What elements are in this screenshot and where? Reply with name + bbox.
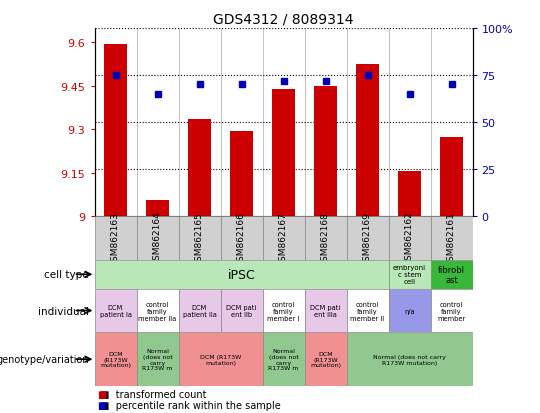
Bar bbox=[388, 289, 430, 332]
Text: ■  transformed count: ■ transformed count bbox=[94, 389, 207, 399]
Bar bbox=[398, 172, 421, 217]
Title: GDS4312 / 8089314: GDS4312 / 8089314 bbox=[213, 12, 354, 26]
Text: iPSC: iPSC bbox=[228, 268, 255, 281]
Text: fibrobl
ast: fibrobl ast bbox=[438, 265, 465, 284]
Bar bbox=[347, 332, 472, 386]
Bar bbox=[179, 332, 262, 386]
Text: DCM pati
ent IIb: DCM pati ent IIb bbox=[226, 304, 256, 317]
Text: DCM
patient Ia: DCM patient Ia bbox=[99, 304, 132, 317]
Bar bbox=[272, 90, 295, 217]
Bar bbox=[230, 131, 253, 217]
Text: n/a: n/a bbox=[404, 308, 415, 314]
Bar bbox=[262, 217, 305, 260]
Text: GSM862168: GSM862168 bbox=[321, 211, 330, 266]
Text: GSM862162: GSM862162 bbox=[405, 211, 414, 266]
Text: GSM862166: GSM862166 bbox=[237, 211, 246, 266]
Text: DCM
(R173W
mutation): DCM (R173W mutation) bbox=[100, 351, 131, 368]
Bar bbox=[347, 217, 388, 260]
Bar bbox=[305, 332, 347, 386]
Bar bbox=[94, 332, 137, 386]
Bar bbox=[305, 289, 347, 332]
Text: embryoni
c stem
cell: embryoni c stem cell bbox=[393, 265, 426, 285]
Text: Normal (does not carry
R173W mutation): Normal (does not carry R173W mutation) bbox=[373, 354, 446, 365]
Bar bbox=[305, 217, 347, 260]
Bar bbox=[356, 65, 379, 217]
Text: genotype/variation: genotype/variation bbox=[0, 354, 89, 364]
Text: cell type: cell type bbox=[44, 270, 89, 280]
Bar bbox=[430, 217, 472, 260]
Bar bbox=[430, 260, 472, 289]
Bar bbox=[179, 217, 220, 260]
Bar bbox=[94, 260, 388, 289]
Bar bbox=[137, 332, 179, 386]
Text: DCM pati
ent IIIa: DCM pati ent IIIa bbox=[310, 304, 341, 317]
Text: GSM862165: GSM862165 bbox=[195, 211, 204, 266]
Text: GSM862161: GSM862161 bbox=[447, 211, 456, 266]
Text: GSM862169: GSM862169 bbox=[363, 211, 372, 266]
Bar bbox=[94, 289, 137, 332]
Text: control
family
member I: control family member I bbox=[267, 301, 300, 321]
Text: GSM862167: GSM862167 bbox=[279, 211, 288, 266]
Text: DCM
patient IIa: DCM patient IIa bbox=[183, 304, 217, 317]
Text: ■  percentile rank within the sample: ■ percentile rank within the sample bbox=[94, 400, 281, 410]
Text: control
family
member: control family member bbox=[437, 301, 465, 321]
Bar bbox=[262, 332, 305, 386]
Bar bbox=[388, 217, 430, 260]
Bar bbox=[146, 201, 169, 217]
Bar bbox=[262, 289, 305, 332]
Text: Normal
(does not
carry
R173W m: Normal (does not carry R173W m bbox=[143, 348, 173, 370]
Text: individual: individual bbox=[38, 306, 89, 316]
Text: GSM862163: GSM862163 bbox=[111, 211, 120, 266]
Bar bbox=[179, 289, 220, 332]
Bar bbox=[430, 289, 472, 332]
Text: DCM
(R173W
mutation): DCM (R173W mutation) bbox=[310, 351, 341, 368]
Bar bbox=[440, 137, 463, 217]
Bar bbox=[388, 260, 430, 289]
Text: Normal
(does not
carry
R173W m: Normal (does not carry R173W m bbox=[268, 348, 299, 370]
Text: control
family
member II: control family member II bbox=[350, 301, 384, 321]
Bar bbox=[137, 289, 179, 332]
Bar bbox=[220, 289, 262, 332]
Bar bbox=[220, 217, 262, 260]
Text: ■: ■ bbox=[97, 389, 106, 399]
Text: GSM862164: GSM862164 bbox=[153, 211, 162, 266]
Bar bbox=[347, 289, 388, 332]
Text: control
family
member IIa: control family member IIa bbox=[138, 301, 177, 321]
Bar bbox=[94, 217, 137, 260]
Bar bbox=[104, 45, 127, 217]
Text: ■: ■ bbox=[97, 400, 106, 410]
Text: DCM (R173W
mutation): DCM (R173W mutation) bbox=[200, 354, 241, 365]
Bar bbox=[137, 217, 179, 260]
Bar bbox=[314, 87, 337, 217]
Bar bbox=[188, 120, 211, 217]
